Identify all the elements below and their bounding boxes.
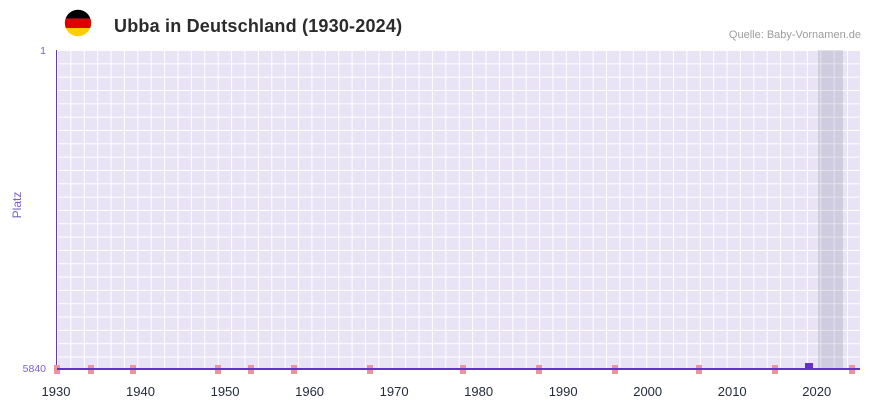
source-attribution: Quelle: Baby-Vornamen.de [728,29,861,41]
plot-area [54,50,860,374]
x-axis-tick-label: 2010 [717,384,747,399]
x-axis-tick-label: 1950 [210,384,240,399]
x-axis-tick-label: 1960 [295,384,325,399]
x-axis-tick-label: 1930 [41,384,71,399]
x-axis-tick-label: 1940 [126,384,155,399]
x-axis-tick-label: 1990 [548,384,578,399]
x-axis-tick-label: 2020 [802,384,832,399]
x-axis-tick-label: 1970 [379,384,409,399]
y-axis-tick-bottom: 5840 [22,363,46,375]
y-axis-label: Platz [10,191,24,219]
recent-years-band [817,50,844,370]
chart-title: Ubba in Deutschland (1930-2024) [114,16,403,36]
x-axis-tick-label: 1980 [464,384,494,399]
x-axis-labels: 1930 1940 1950 1960 1970 1980 1990 2000 2010 2020 [42,384,860,402]
data-point [805,363,814,368]
german-flag-icon [64,9,92,37]
x-axis-tick-label: 2000 [633,384,663,399]
y-axis-tick-top: 1 [40,45,46,57]
x-axis-line [57,368,860,370]
